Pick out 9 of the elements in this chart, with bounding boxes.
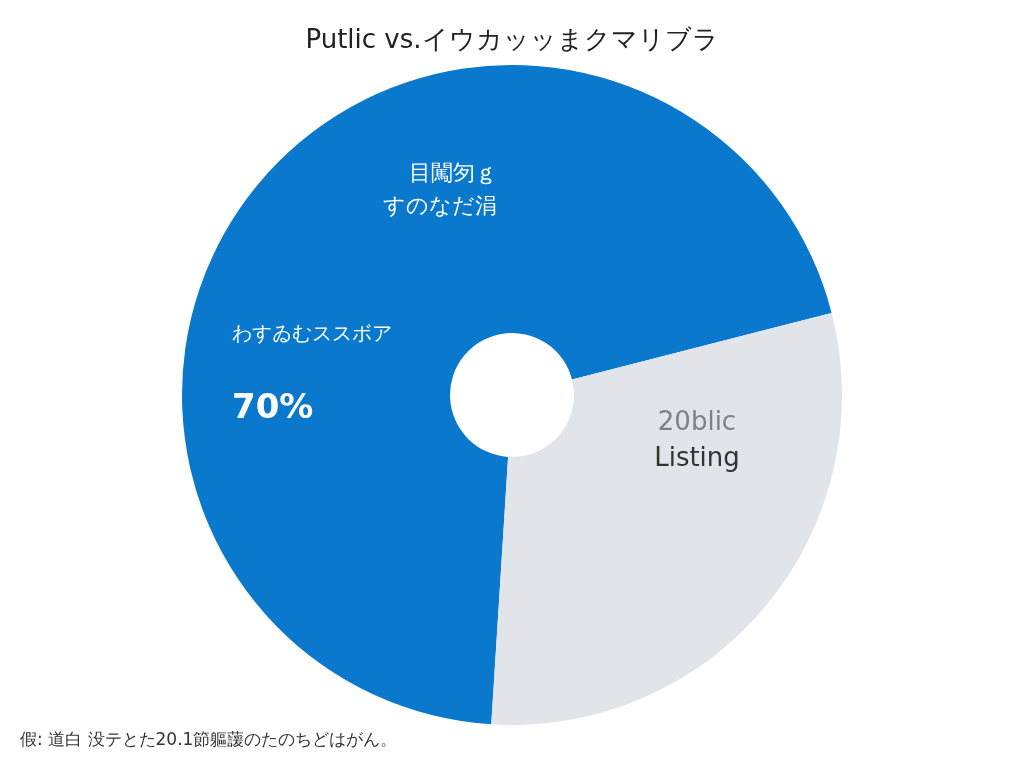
text: 假: 道白 没テとた20.1節軀蘐のたのちどはがん。	[20, 729, 398, 749]
chart-title: Putlic vs.イウカッッまクマリブラ	[305, 24, 719, 54]
data-label: 70%	[232, 386, 314, 426]
text: すのなだ涓	[383, 193, 497, 218]
slice-label: 20blic Listing	[654, 406, 740, 473]
donut-slice	[491, 312, 842, 725]
donut-slice	[182, 65, 832, 725]
slice-label: わすゐむススボア	[232, 321, 392, 345]
text: 目闖匇ｇ	[409, 160, 497, 185]
